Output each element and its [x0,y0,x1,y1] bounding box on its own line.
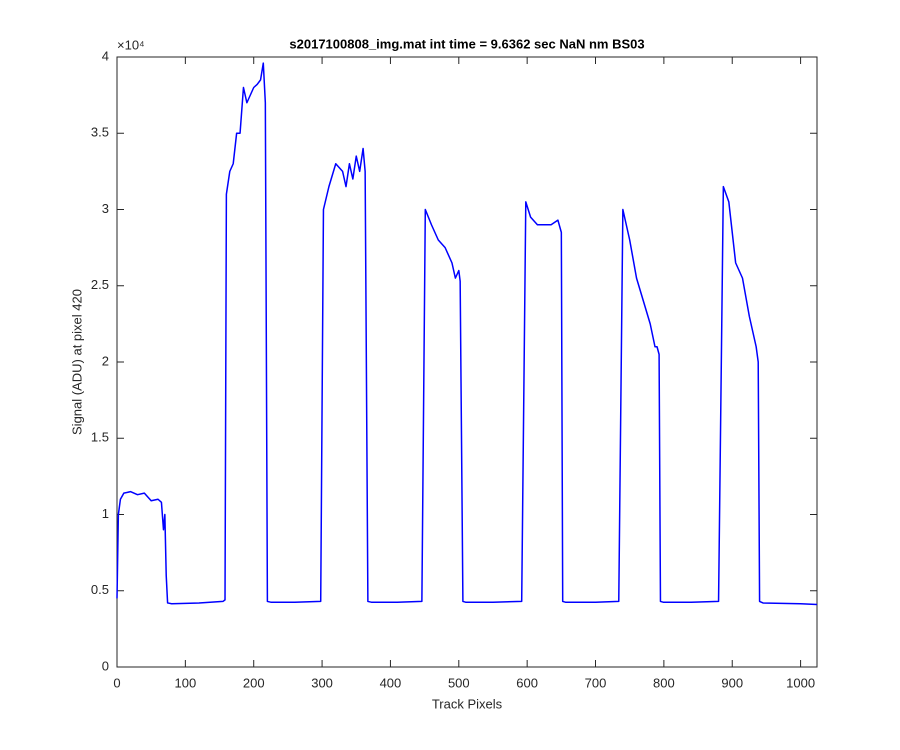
x-tick-label: 900 [721,675,743,690]
y-tick-label: 1 [102,506,109,521]
y-tick-label: 3.5 [91,125,109,140]
y-tick-label: 0.5 [91,582,109,597]
x-tick-label: 400 [380,675,402,690]
y-multiplier: ×10⁴ [117,37,145,52]
x-tick-label: 100 [175,675,197,690]
x-tick-label: 0 [113,675,120,690]
y-tick-label: 3 [102,201,109,216]
x-axis-label: Track Pixels [432,696,503,711]
y-tick-label: 4 [102,48,109,63]
y-tick-label: 1.5 [91,430,109,445]
y-tick-label: 2.5 [91,277,109,292]
x-tick-label: 700 [585,675,607,690]
chart-title: s2017100808_img.mat int time = 9.6362 se… [289,36,644,51]
x-tick-label: 600 [516,675,538,690]
x-tick-label: 300 [311,675,333,690]
y-tick-label: 0 [102,658,109,673]
y-axis-label: Signal (ADU) at pixel 420 [69,289,84,435]
x-tick-label: 800 [653,675,675,690]
data-line [116,62,818,606]
x-tick-label: 500 [448,675,470,690]
x-tick-label: 1000 [786,675,815,690]
y-tick-label: 2 [102,353,109,368]
x-tick-label: 200 [243,675,265,690]
plot-area [116,56,818,668]
